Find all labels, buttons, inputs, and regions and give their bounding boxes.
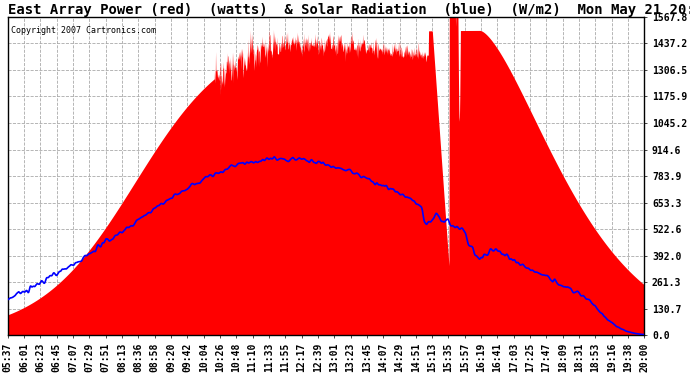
Text: Copyright 2007 Cartronics.com: Copyright 2007 Cartronics.com <box>11 27 156 36</box>
Text: East Array Power (red)  (watts)  & Solar Radiation  (blue)  (W/m2)  Mon May 21 2: East Array Power (red) (watts) & Solar R… <box>8 3 690 17</box>
